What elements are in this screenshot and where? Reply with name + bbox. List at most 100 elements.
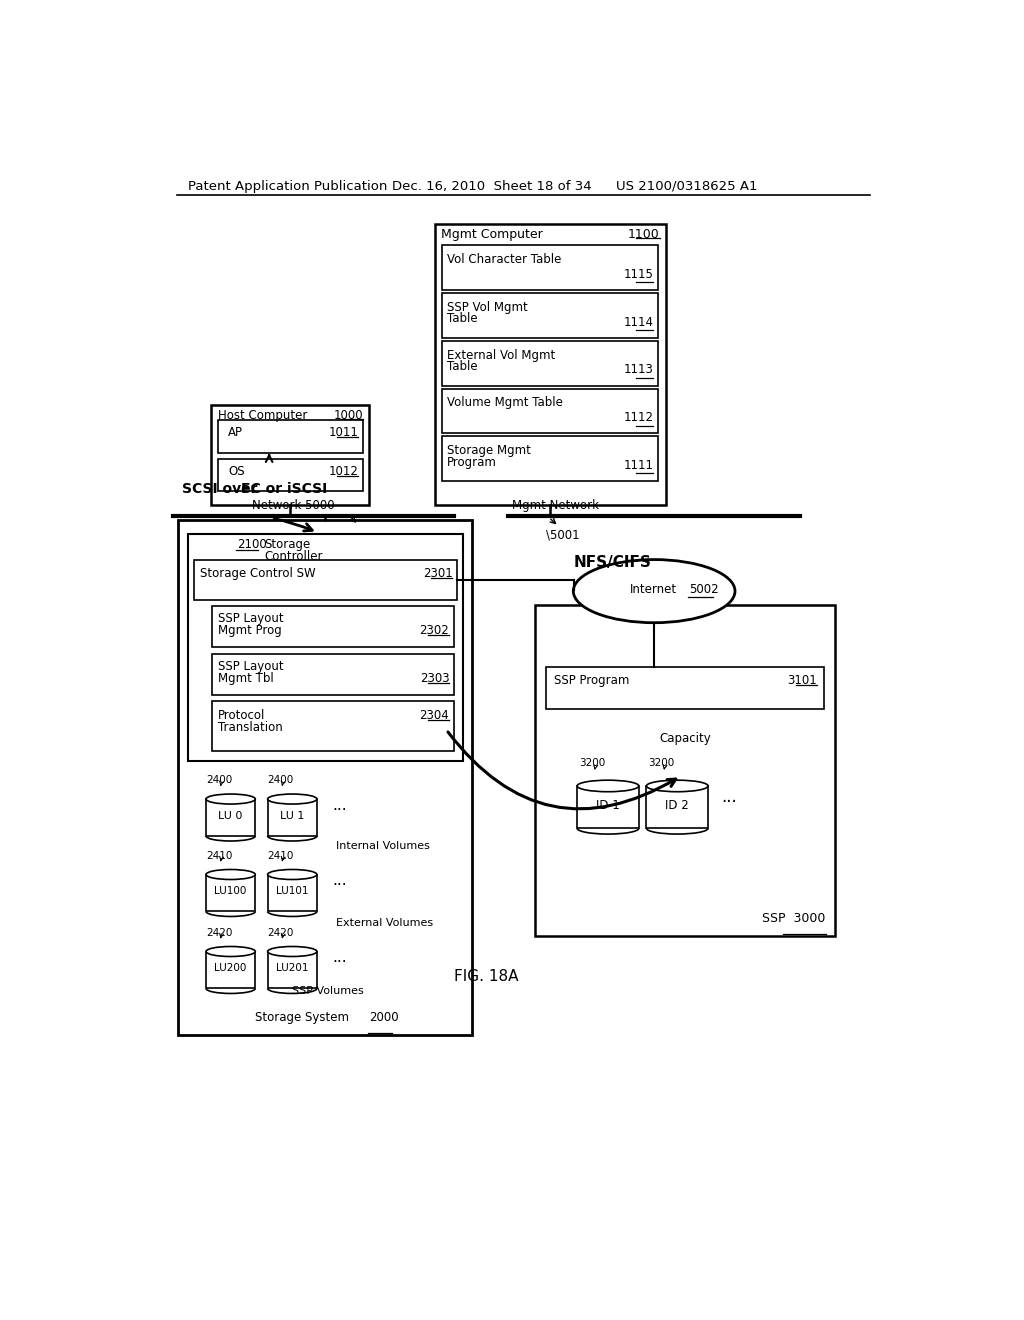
Text: SSP Layout: SSP Layout (218, 612, 284, 624)
Text: ...: ... (333, 950, 347, 965)
Text: External Vol Mgmt: External Vol Mgmt (447, 348, 555, 362)
Bar (211, 405, 370, 506)
Text: 2400: 2400 (267, 775, 294, 785)
Text: Patent Application Publication: Patent Application Publication (188, 180, 388, 193)
Text: 1100: 1100 (628, 227, 659, 240)
Text: 1012: 1012 (329, 465, 358, 478)
Text: 2420: 2420 (206, 928, 232, 937)
Text: SSP Vol Mgmt: SSP Vol Mgmt (447, 301, 527, 314)
Text: \5001: \5001 (547, 528, 580, 541)
Text: SSP Program: SSP Program (554, 675, 630, 688)
Ellipse shape (646, 780, 708, 792)
Text: 1111: 1111 (624, 459, 653, 471)
Text: SSP Volumes: SSP Volumes (292, 986, 364, 997)
Text: Dec. 16, 2010  Sheet 18 of 34: Dec. 16, 2010 Sheet 18 of 34 (392, 180, 592, 193)
Bar (187, 535, 463, 762)
Text: 2302: 2302 (420, 624, 450, 638)
Text: SCSI over: SCSI over (182, 482, 258, 496)
Text: Volume Mgmt Table: Volume Mgmt Table (447, 396, 563, 409)
Text: External Volumes: External Volumes (336, 919, 433, 928)
Text: 2410: 2410 (267, 850, 294, 861)
Text: Capacity: Capacity (659, 733, 711, 744)
Text: ...: ... (333, 797, 347, 813)
Text: ID 1: ID 1 (596, 800, 620, 813)
Text: 5002: 5002 (689, 583, 719, 597)
Ellipse shape (267, 946, 316, 957)
Ellipse shape (573, 560, 735, 623)
Text: Program: Program (447, 455, 497, 469)
Text: Storage: Storage (264, 539, 311, 550)
Text: Protocol: Protocol (218, 709, 265, 722)
Text: Table: Table (447, 360, 477, 374)
Text: 2420: 2420 (267, 928, 294, 937)
Bar (578, 785, 639, 829)
Bar (212, 606, 454, 647)
Bar (206, 875, 255, 911)
Text: Host Computer: Host Computer (217, 409, 307, 421)
Text: SSP Layout: SSP Layout (218, 660, 284, 673)
Bar (267, 875, 316, 911)
Text: Mgmt Tbl: Mgmt Tbl (218, 672, 274, 685)
Text: Storage System: Storage System (255, 1011, 349, 1024)
Text: ID 2: ID 2 (666, 800, 689, 813)
Bar (212, 701, 454, 751)
Bar (206, 952, 255, 989)
Text: LU201: LU201 (276, 964, 308, 973)
Text: AP: AP (228, 426, 244, 440)
Ellipse shape (578, 780, 639, 792)
Text: NFS/CIFS: NFS/CIFS (573, 554, 651, 570)
Ellipse shape (206, 795, 255, 804)
Bar (267, 952, 316, 989)
Bar (442, 388, 658, 433)
Text: 2400: 2400 (206, 775, 232, 785)
Text: 1113: 1113 (624, 363, 653, 376)
Text: Storage Mgmt: Storage Mgmt (447, 444, 530, 457)
Text: 2304: 2304 (420, 709, 450, 722)
Text: 3200: 3200 (579, 758, 605, 768)
Bar (194, 560, 457, 599)
Ellipse shape (267, 795, 316, 804)
Text: 1112: 1112 (624, 411, 653, 424)
Text: 1114: 1114 (624, 315, 653, 329)
Text: Vol Character Table: Vol Character Table (447, 253, 561, 267)
Text: 3200: 3200 (648, 758, 674, 768)
Text: 2410: 2410 (206, 850, 232, 861)
Text: Mgmt Network: Mgmt Network (512, 499, 599, 512)
Bar (442, 246, 658, 290)
Text: 2303: 2303 (420, 672, 450, 685)
Text: Controller: Controller (264, 550, 323, 564)
Text: Mgmt Prog: Mgmt Prog (218, 624, 282, 638)
Bar (178, 520, 472, 1035)
Text: LU 1: LU 1 (281, 810, 304, 821)
Ellipse shape (267, 870, 316, 879)
Text: Internal Volumes: Internal Volumes (336, 841, 430, 851)
Text: SSP  3000: SSP 3000 (763, 912, 826, 925)
FancyArrowPatch shape (274, 519, 312, 531)
Bar (267, 799, 316, 836)
Text: Storage Control SW: Storage Control SW (200, 568, 315, 581)
Bar (435, 224, 666, 506)
Bar (442, 437, 658, 480)
Text: LU 0: LU 0 (218, 810, 243, 821)
Text: LU101: LU101 (276, 887, 308, 896)
Bar (442, 293, 658, 338)
Text: 2100: 2100 (238, 539, 267, 550)
Text: 1115: 1115 (624, 268, 653, 281)
Text: Mgmt Computer: Mgmt Computer (441, 227, 543, 240)
Text: Internet: Internet (630, 583, 677, 597)
Bar (217, 420, 364, 453)
Text: Network 5000: Network 5000 (252, 499, 335, 512)
Text: FC or iSCSI: FC or iSCSI (242, 482, 328, 496)
Text: LU200: LU200 (214, 964, 247, 973)
Text: 2301: 2301 (423, 568, 453, 581)
Text: 3101: 3101 (787, 675, 817, 688)
Text: FIG. 18A: FIG. 18A (454, 969, 518, 983)
Bar (442, 341, 658, 385)
Text: OS: OS (228, 465, 245, 478)
Ellipse shape (206, 946, 255, 957)
Ellipse shape (206, 870, 255, 879)
Bar (547, 667, 823, 709)
Text: 1000: 1000 (334, 409, 364, 421)
Text: LU100: LU100 (214, 887, 247, 896)
Bar (217, 459, 364, 491)
